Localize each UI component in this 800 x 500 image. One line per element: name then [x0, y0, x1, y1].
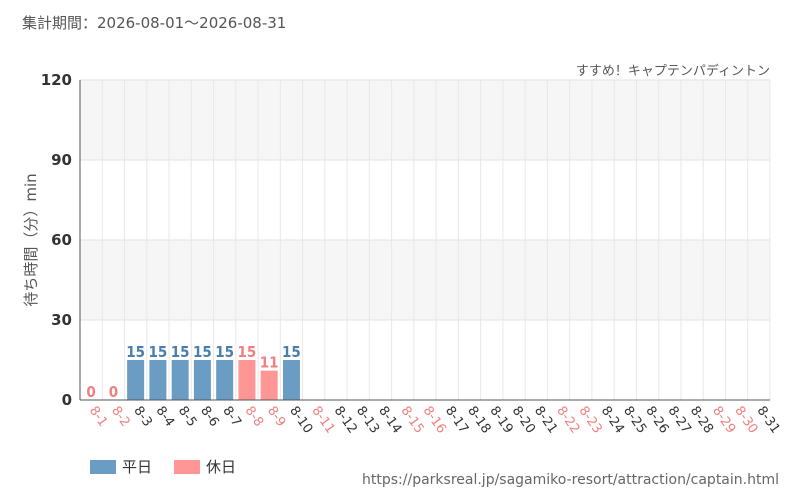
y-tick-label: 0	[62, 391, 72, 409]
bar-8-4	[149, 360, 167, 400]
x-tick-label-8-23: 8-23	[576, 404, 605, 437]
x-tick-label-8-20: 8-20	[509, 404, 538, 437]
attraction-name: すすめ！キャプテンパディントン	[576, 63, 770, 79]
x-tick-label-8-24: 8-24	[598, 404, 627, 437]
x-tick-label-8-18: 8-18	[464, 404, 493, 437]
x-tick-label-8-15: 8-15	[397, 404, 426, 437]
axes	[79, 80, 770, 401]
x-tick-label-8-9: 8-9	[264, 404, 288, 430]
plot-band	[80, 80, 770, 160]
bar-8-8	[238, 360, 256, 400]
legend-label-weekday: 平日	[122, 458, 153, 476]
legend: 平日 休日	[90, 456, 236, 477]
bar-8-10	[282, 360, 300, 400]
x-tick-label-8-19: 8-19	[486, 404, 515, 437]
x-tick-label-8-8: 8-8	[242, 404, 266, 430]
x-tick-label-8-29: 8-29	[709, 404, 738, 437]
bar-8-9	[260, 370, 278, 400]
x-tick-label-8-25: 8-25	[620, 404, 649, 437]
x-tick-label-8-11: 8-11	[308, 404, 337, 437]
x-tick-label-8-12: 8-12	[331, 404, 360, 437]
x-tick-label-8-26: 8-26	[642, 404, 671, 437]
x-tick-label-8-22: 8-22	[553, 404, 582, 437]
x-tick-label-8-31: 8-31	[754, 404, 783, 437]
x-tick-label-8-4: 8-4	[153, 404, 177, 430]
data-label-8-6: 15	[193, 343, 212, 361]
legend-item-holiday: 休日	[174, 456, 236, 477]
y-axis-ticks: 0 30 60 90 120	[41, 71, 72, 409]
data-label-8-3: 15	[126, 343, 145, 361]
x-tick-label-8-6: 8-6	[197, 404, 221, 430]
y-tick-label: 120	[41, 71, 72, 89]
bar-8-3	[127, 360, 145, 400]
data-label-8-9: 11	[260, 354, 279, 372]
x-tick-label-8-28: 8-28	[687, 404, 716, 437]
legend-label-holiday: 休日	[206, 458, 237, 476]
x-tick-label-8-2: 8-2	[108, 404, 132, 430]
bar-8-5	[171, 360, 189, 400]
legend-swatch-holiday	[174, 459, 201, 474]
x-tick-label-8-13: 8-13	[353, 404, 382, 437]
source-url: https://parksreal.jp/sagamiko-resort/att…	[362, 472, 779, 488]
x-tick-label-8-14: 8-14	[375, 404, 404, 437]
x-tick-label-8-16: 8-16	[420, 404, 449, 437]
data-label-8-8: 15	[238, 343, 257, 361]
x-tick-label-8-5: 8-5	[175, 404, 199, 430]
plot-band	[80, 160, 770, 240]
legend-swatch-weekday	[90, 459, 116, 474]
legend-item-weekday: 平日	[90, 456, 152, 477]
data-label-8-10: 15	[282, 343, 301, 361]
period-label: 集計期間：2026-08-01～2026-08-31	[22, 14, 287, 32]
data-label-8-2: 0	[109, 383, 118, 401]
x-tick-label-8-21: 8-21	[531, 404, 560, 437]
x-tick-label-8-7: 8-7	[219, 404, 243, 430]
x-tick-label-8-3: 8-3	[130, 404, 154, 430]
x-tick-label-8-30: 8-30	[731, 404, 760, 437]
y-tick-label: 30	[51, 311, 72, 329]
y-tick-label: 60	[51, 231, 72, 249]
y-axis-label: 待ち時間（分）min	[22, 173, 40, 306]
x-tick-label-8-10: 8-10	[286, 404, 315, 437]
bars	[127, 360, 300, 400]
x-tick-label-8-27: 8-27	[665, 404, 694, 437]
data-label-8-5: 15	[171, 343, 190, 361]
data-label-8-7: 15	[215, 343, 234, 361]
x-axis-ticks: 8-18-28-38-48-58-68-78-88-98-108-118-128…	[86, 404, 783, 437]
x-tick-label-8-17: 8-17	[442, 404, 471, 437]
x-tick-label-8-1: 8-1	[86, 404, 110, 430]
bar-8-7	[216, 360, 234, 400]
y-tick-label: 90	[51, 151, 72, 169]
data-label-8-4: 15	[149, 343, 168, 361]
data-label-8-1: 0	[86, 383, 95, 401]
plot-band	[80, 240, 770, 320]
bar-8-6	[193, 360, 211, 400]
